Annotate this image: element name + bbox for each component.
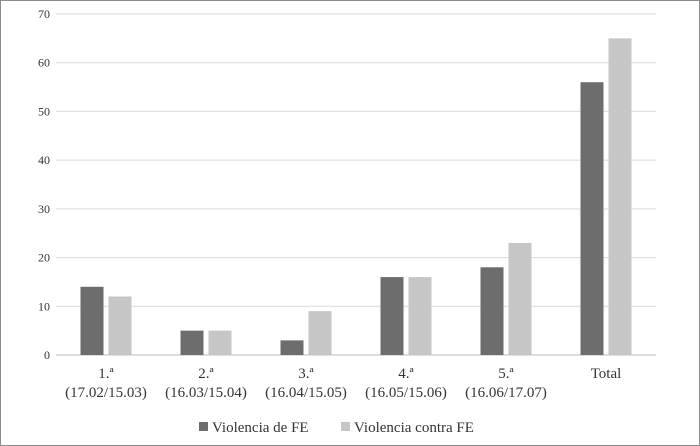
legend-swatch [341, 422, 350, 431]
bar [480, 267, 504, 355]
x-category-label: 4.ª [398, 366, 414, 382]
bar [208, 330, 232, 355]
y-axis-ticks: 0 10 20 30 40 50 60 70 [38, 7, 50, 362]
x-category-label: 1.ª [98, 366, 114, 382]
bar [608, 38, 632, 355]
x-category-label: 2.ª [198, 366, 214, 382]
legend-label: Violencia de FE [212, 420, 309, 436]
gridlines [56, 13, 656, 356]
x-category-label: 5.ª [498, 366, 514, 382]
x-category-label: 3.ª [298, 366, 314, 382]
y-tick-label: 60 [38, 56, 50, 70]
y-tick-label: 20 [38, 251, 50, 265]
bar [380, 277, 404, 355]
y-tick-label: 10 [38, 299, 50, 313]
y-tick-label: 40 [38, 153, 50, 167]
bar [80, 286, 104, 355]
bar [180, 330, 204, 355]
bar [280, 340, 304, 355]
y-tick-label: 50 [38, 104, 50, 118]
bar [308, 311, 332, 355]
x-category-label: (17.02/15.03) [65, 385, 147, 401]
y-tick-label: 0 [44, 348, 50, 362]
x-axis-categories: 1.ª (17.02/15.03) 2.ª (16.03/15.04) 3.ª (16.0… [65, 366, 621, 401]
bars [80, 38, 632, 355]
bar [108, 296, 132, 355]
x-category-label: (16.03/15.04) [165, 385, 247, 401]
x-category-label: Total [591, 366, 622, 382]
x-category-label: (16.06/17.07) [465, 385, 547, 401]
x-category-label: (16.05/15.06) [365, 385, 447, 401]
x-category-label: (16.04/15.05) [265, 385, 347, 401]
bar [580, 82, 604, 355]
legend: Violencia de FE Violencia contra FE [199, 420, 474, 436]
legend-label: Violencia contra FE [354, 420, 474, 436]
bar [408, 277, 432, 355]
bar [508, 242, 532, 355]
legend-swatch [199, 422, 208, 431]
y-tick-label: 70 [38, 7, 50, 21]
y-tick-label: 30 [38, 202, 50, 216]
